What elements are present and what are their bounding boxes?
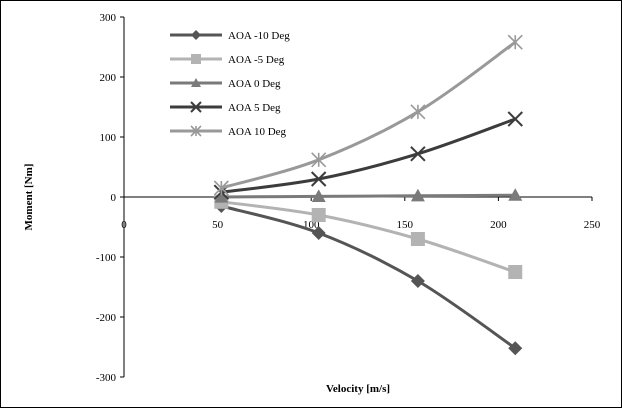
x-marker-stroke [310, 171, 327, 187]
x-marker-stroke [410, 146, 426, 162]
star-marker [311, 152, 327, 168]
diamond-marker [410, 274, 425, 288]
series-line [220, 40, 517, 190]
x-marker [507, 111, 523, 127]
diamond-marker [311, 226, 326, 240]
y-axis-title: Moment [Nm] [23, 164, 35, 231]
diamond-marker [191, 30, 201, 40]
series-aoa-5-deg [213, 111, 523, 200]
y-tick-label: 200 [100, 72, 117, 84]
diamond-marker [508, 341, 523, 356]
y-tick-label: 300 [100, 12, 117, 24]
series-line [221, 193, 516, 199]
x-tick-label: 200 [490, 219, 507, 231]
x-marker [410, 146, 426, 162]
legend-item: AOA 10 Deg [170, 125, 287, 138]
triangle-marker [508, 188, 523, 201]
x-marker [190, 101, 202, 113]
x-tick-label: 150 [397, 219, 414, 231]
y-tick-label: -200 [96, 312, 117, 324]
star-marker [507, 34, 523, 50]
x-marker-stroke [507, 111, 523, 127]
square-marker [311, 208, 326, 222]
series-aoa-10-deg [214, 199, 523, 356]
series-line [221, 200, 516, 274]
series-line [221, 117, 516, 194]
legend-item: AOA 0 Deg [170, 78, 281, 90]
legend-item: AOA -5 Deg [170, 54, 285, 66]
star-marker [190, 125, 202, 137]
legend-label: AOA 10 Deg [228, 126, 287, 138]
legend-item: AOA 5 Deg [170, 101, 281, 114]
legend-label: AOA 0 Deg [228, 78, 281, 90]
y-tick-label: 100 [100, 132, 117, 144]
series-aoa-0-deg [214, 188, 523, 203]
series-line [220, 204, 517, 350]
y-tick-label: -100 [96, 252, 117, 264]
y-tick-label: -300 [96, 372, 117, 384]
x-tick-label: 50 [212, 219, 224, 231]
square-marker [191, 54, 201, 64]
legend-label: AOA -10 Deg [228, 30, 290, 42]
legend-label: AOA 5 Deg [228, 102, 281, 114]
y-tick-label: 0 [111, 192, 117, 204]
triangle-marker [311, 189, 326, 202]
star-marker [213, 180, 229, 196]
legend-label: AOA -5 Deg [228, 54, 285, 66]
x-tick-label: 250 [584, 219, 601, 231]
x-marker [310, 171, 327, 187]
legend: AOA -10 Deg AOA -5 Deg AOA 0 Deg AOA 5 Deg A… [170, 30, 290, 138]
x-marker-stroke [190, 101, 202, 113]
triangle-marker [214, 190, 229, 203]
x-tick-label: 0 [121, 219, 127, 231]
legend-item: AOA -10 Deg [170, 30, 290, 42]
series-aoa-10-deg [213, 34, 523, 196]
series-layer [213, 34, 523, 356]
triangle-marker [410, 188, 425, 202]
square-marker [410, 232, 425, 246]
series-aoa-5-deg [214, 194, 523, 279]
triangle-marker [191, 78, 201, 87]
square-marker [508, 265, 523, 279]
x-axis-title: Velocity [m/s] [326, 383, 390, 395]
star-marker [410, 104, 426, 120]
